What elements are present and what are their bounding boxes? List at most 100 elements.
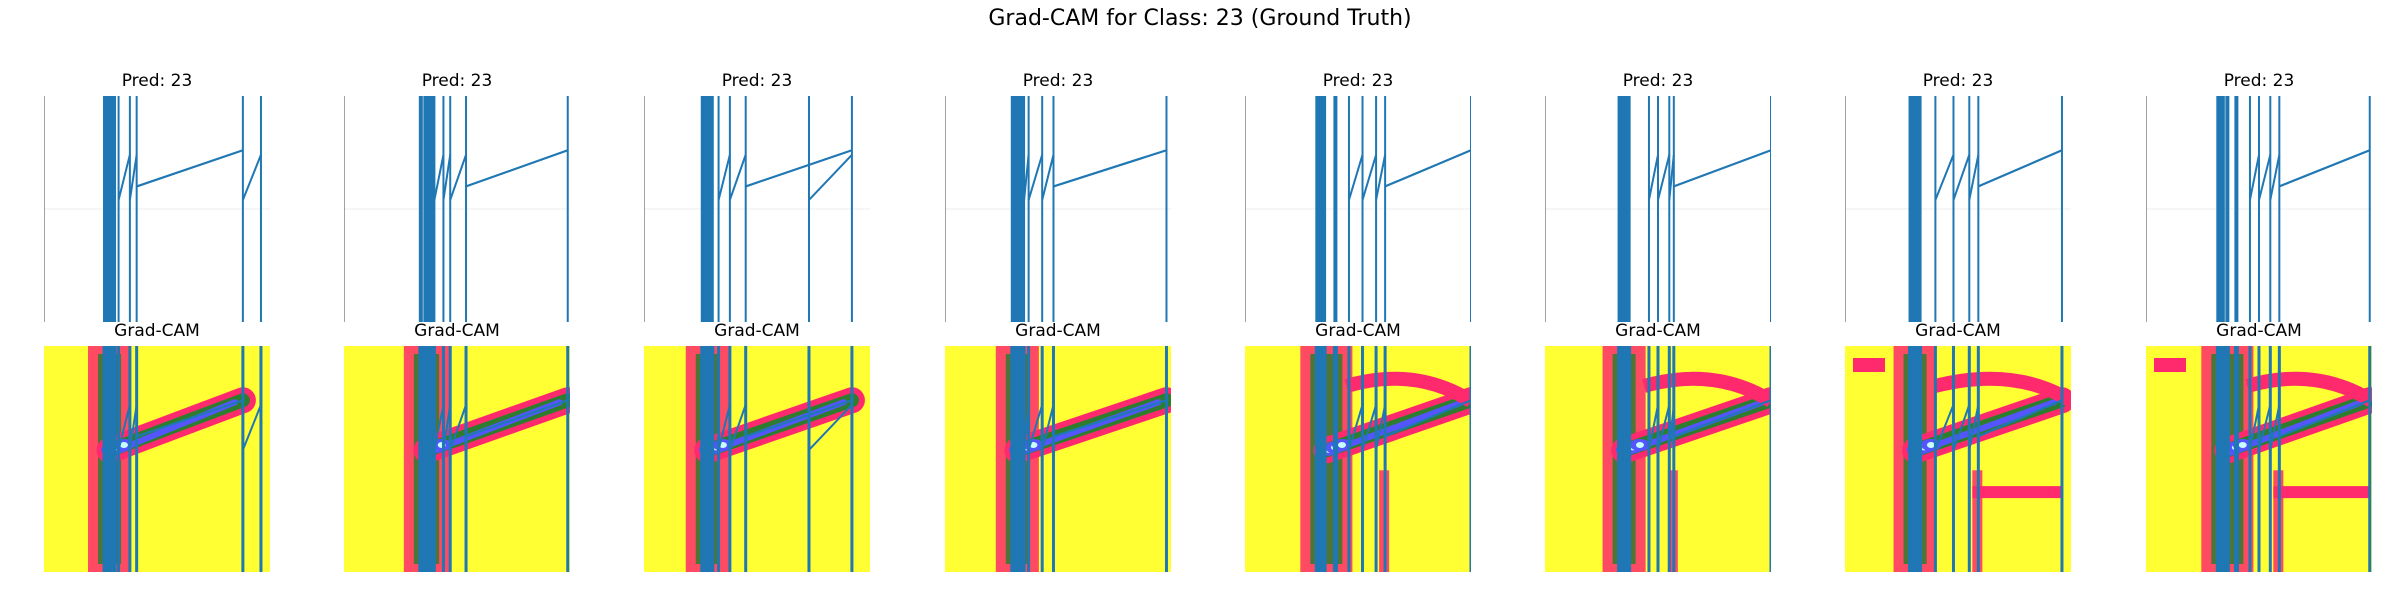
signal-segment xyxy=(2269,154,2281,201)
signal-segment xyxy=(2258,154,2272,201)
signal-ramp xyxy=(136,149,244,188)
signal-plot xyxy=(1245,96,1471,322)
signal-trace xyxy=(2215,346,2372,572)
gradcam-panel xyxy=(1845,346,2071,572)
signal-panel xyxy=(344,96,570,322)
heatmap-corner-blob xyxy=(2154,358,2186,372)
gradcam-plot xyxy=(1845,346,2071,572)
gradcam-plot xyxy=(1545,346,1771,572)
signal-trace xyxy=(1315,96,1471,322)
gradcam-plot xyxy=(1245,346,1471,572)
signal-panel xyxy=(644,96,870,322)
signal-segment xyxy=(1041,154,1055,201)
signal-trace xyxy=(1908,96,2063,322)
signal-plot xyxy=(344,96,570,322)
signal-segment xyxy=(433,154,445,201)
signal-panel xyxy=(1245,96,1471,322)
heatmap-bottom-bar xyxy=(2273,486,2370,499)
panel-title-gradcam: Grad-CAM xyxy=(714,321,800,341)
signal-panel xyxy=(945,96,1171,322)
heatmap-upper-arc xyxy=(1642,371,1771,408)
signal-segment xyxy=(1657,404,1671,451)
signal-segment xyxy=(1027,154,1044,201)
signal-segment xyxy=(1348,404,1364,451)
panel-title-gradcam: Grad-CAM xyxy=(414,321,500,341)
signal-segment xyxy=(1647,404,1659,451)
signal-ramp xyxy=(465,399,569,438)
signal-trace xyxy=(418,346,570,572)
heatmap-bottom-bar xyxy=(1972,486,2062,499)
signal-panel xyxy=(1845,96,2071,322)
signal-trace xyxy=(102,346,263,572)
signal-ramp xyxy=(745,149,853,188)
signal-segment xyxy=(808,154,853,201)
signal-segment xyxy=(2269,404,2281,451)
signal-ramp xyxy=(1673,399,1771,438)
gradcam-plot xyxy=(945,346,1171,572)
signal-segment xyxy=(442,154,452,201)
panel-title-gradcam: Grad-CAM xyxy=(1915,321,2001,341)
gradcam-panel xyxy=(1545,346,1771,572)
gradcam-panel xyxy=(44,346,270,572)
panel-title-pred: Pred: 23 xyxy=(1322,71,1394,91)
gradcam-overlay xyxy=(945,346,1171,572)
signal-segment xyxy=(1934,404,1955,451)
signal-segment xyxy=(717,404,731,451)
signal-segment xyxy=(1361,404,1378,451)
signal-segment xyxy=(1375,154,1387,201)
signal-segment xyxy=(1934,154,1955,201)
signal-segment xyxy=(1968,154,1980,201)
panel-title-pred: Pred: 23 xyxy=(421,71,493,91)
signal-segment xyxy=(449,154,467,201)
signal-segment xyxy=(449,404,467,451)
panel-title-pred: Pred: 23 xyxy=(1022,71,1094,91)
gradcam-panel xyxy=(644,346,870,572)
panel-title-pred: Pred: 23 xyxy=(1922,71,1994,91)
gradcam-plot xyxy=(344,346,570,572)
signal-segment xyxy=(1952,154,1971,201)
signal-trace xyxy=(1010,346,1168,572)
signal-trace xyxy=(700,346,854,572)
panel-title-gradcam: Grad-CAM xyxy=(1015,321,1101,341)
signal-trace xyxy=(1908,346,2064,572)
signal-ramp xyxy=(1053,399,1167,438)
panel-title-pred: Pred: 23 xyxy=(721,71,793,91)
signal-ramp xyxy=(1384,399,1471,438)
heatmap-background xyxy=(644,346,870,572)
gradcam-panel xyxy=(344,346,570,572)
signal-segment xyxy=(2248,404,2260,451)
signal-segment xyxy=(717,154,731,201)
signal-segment xyxy=(1348,154,1364,201)
signal-trace xyxy=(1617,346,1771,572)
signal-segment xyxy=(728,404,747,451)
heatmap-hotspot-center xyxy=(2238,441,2247,448)
signal-plot xyxy=(44,96,270,322)
signal-trace xyxy=(1010,96,1168,322)
signal-segment xyxy=(808,404,853,451)
gradcam-panel xyxy=(1245,346,1471,572)
signal-trace xyxy=(2216,96,2371,322)
signal-plot xyxy=(945,96,1171,322)
signal-segment xyxy=(1041,404,1055,451)
signal-segment xyxy=(117,404,131,451)
heatmap-hotspot-center xyxy=(1337,441,1346,448)
gradcam-panel xyxy=(945,346,1171,572)
gradcam-overlay xyxy=(44,346,270,572)
signal-segment xyxy=(1647,154,1659,201)
signal-trace xyxy=(1617,96,1771,322)
heatmap-upper-arc xyxy=(2245,371,2372,408)
panel-title-pred: Pred: 23 xyxy=(2223,71,2295,91)
panel-title-gradcam: Grad-CAM xyxy=(1315,321,1401,341)
gradcam-overlay xyxy=(344,346,570,572)
heatmap-hotspot-center xyxy=(1926,441,1935,448)
panel-title-pred: Pred: 23 xyxy=(1622,71,1694,91)
signal-ramp xyxy=(1384,149,1471,188)
gradcam-overlay xyxy=(1245,346,1471,572)
signal-segment xyxy=(1023,154,1030,201)
signal-panel xyxy=(44,96,270,322)
heatmap-hotspot-center xyxy=(1635,441,1644,448)
signal-segment xyxy=(1968,404,1980,451)
figure-suptitle: Grad-CAM for Class: 23 (Ground Truth) xyxy=(988,6,1412,31)
signal-trace xyxy=(1314,346,1471,572)
signal-segment xyxy=(241,154,262,201)
